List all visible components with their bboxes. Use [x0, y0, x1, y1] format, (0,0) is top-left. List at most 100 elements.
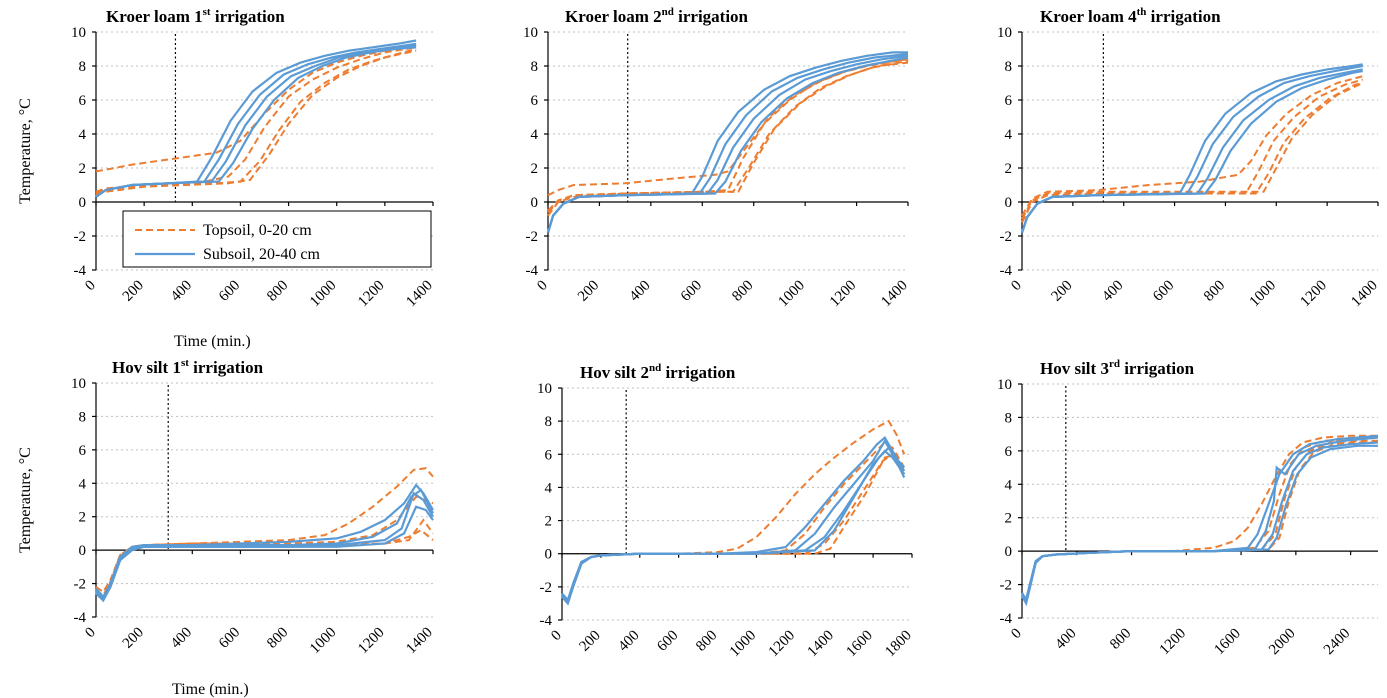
panel-title: Hov silt 2nd irrigation	[580, 362, 736, 382]
x-tick-label: 1000	[1247, 278, 1280, 311]
y-tick-label: 2	[79, 161, 87, 177]
subsoil-series-line	[561, 449, 906, 604]
panel-title: Hov silt 3rd irrigation	[1040, 358, 1195, 378]
panel-title-rest: irrigation	[189, 358, 264, 377]
x-tick-label: 200	[120, 625, 147, 652]
x-tick-label: 0	[1008, 626, 1025, 643]
x-tick-label: 1400	[878, 278, 911, 311]
legend-topsoil-label: Topsoil, 0-20 cm	[203, 222, 312, 239]
x-tick-label: 2400	[1321, 626, 1354, 659]
x-tick-label: 1600	[1211, 626, 1244, 659]
subsoil-series-line	[546, 51, 908, 233]
x-tick-label: 600	[216, 278, 243, 305]
y-tick-label: -4	[74, 610, 87, 626]
y-tick-label: 4	[79, 476, 87, 492]
y-tick-label: 8	[1005, 410, 1013, 426]
subsoil-series-line	[561, 436, 906, 603]
y-tick-label: -2	[526, 229, 539, 245]
topsoil-series-line	[1021, 436, 1379, 606]
y-tick-label: 0	[1005, 195, 1013, 211]
topsoil-series-line	[1021, 441, 1378, 604]
y-tick-label: 2	[531, 161, 539, 177]
y-tick-label: 6	[79, 443, 87, 459]
y-tick-label: 8	[79, 409, 87, 425]
subsoil-series-line	[95, 46, 417, 198]
x-tick-label: 800	[693, 628, 720, 655]
panel-title-rest: irrigation	[1120, 359, 1195, 378]
y-tick-label: 10	[71, 376, 86, 392]
subsoil-series-line	[1021, 434, 1379, 605]
chart-panel-2: -4 -2 0 2 4 6 8 10 0 200 400 600 800 1000 1200 1400 Kroe…	[523, 6, 911, 310]
y-tick-label: 10	[997, 25, 1012, 41]
y-tick-label: 10	[537, 381, 552, 397]
subsoil-series-line	[1021, 441, 1379, 603]
x-tick-label: 800	[264, 278, 291, 305]
x-tick-label: 0	[534, 278, 551, 295]
x-tick-label: 0	[1008, 278, 1025, 295]
x-tick-label: 800	[1107, 626, 1134, 653]
legend-box	[122, 210, 432, 268]
y-tick-label: 0	[79, 195, 87, 211]
y-tick-label: 0	[531, 195, 539, 211]
subsoil-series-line	[1021, 436, 1379, 607]
x-tick-label: 1200	[355, 625, 388, 658]
panel-title-main: Kroer loam 1	[106, 7, 203, 26]
y-tick-label: 0	[79, 543, 87, 559]
y-tick-label: 6	[1005, 93, 1013, 109]
x-tick-label: 800	[264, 625, 291, 652]
y-tick-label: 4	[79, 127, 87, 143]
subsoil-series-line	[95, 505, 434, 603]
subsoil-series-line	[1020, 68, 1363, 233]
x-tick-label: 400	[168, 625, 195, 652]
chart-panel-4: -4 -2 0 2 4 6 8 10 0 200 400 600 800 1000 1200 1400 Hov …	[17, 357, 436, 698]
topsoil-series-line	[561, 443, 906, 606]
subsoil-series-line	[1020, 70, 1363, 233]
panel-title-rest: irrigation	[674, 7, 749, 26]
x-tick-label: 1000	[307, 625, 340, 658]
topsoil-series-line	[547, 59, 909, 213]
legend: Topsoil, 0-20 cm Subsoil, 20-40 cm	[122, 210, 432, 268]
subsoil-series-line	[1021, 444, 1378, 606]
topsoil-series-line	[1021, 82, 1363, 223]
y-tick-label: 4	[531, 127, 539, 143]
y-tick-label: -2	[74, 229, 87, 245]
x-tick-label: 200	[575, 278, 602, 305]
chart-panel-6: -4 -2 0 2 4 6 8 10 0 400 800 1200 1600 2000 2400 Hov si…	[997, 358, 1379, 659]
x-tick-label: 0	[82, 278, 99, 295]
panel-title-superscript: st	[203, 6, 211, 18]
y-tick-label: 8	[79, 59, 87, 75]
subsoil-series-line	[1020, 64, 1363, 233]
topsoil-series-line	[1021, 75, 1363, 217]
topsoil-series-line	[561, 453, 906, 604]
x-tick-label: 600	[1150, 278, 1177, 305]
legend-subsoil-label: Subsoil, 20-40 cm	[203, 246, 320, 263]
topsoil-series-line	[95, 46, 417, 193]
x-axis-label: Time (min.)	[172, 681, 249, 698]
y-tick-label: 2	[79, 510, 87, 526]
topsoil-series-line	[1021, 439, 1378, 603]
y-axis-label: Temperature, °C	[17, 98, 34, 204]
x-tick-label: 200	[1048, 278, 1075, 305]
x-tick-label: 1000	[775, 278, 808, 311]
y-tick-label: 2	[545, 514, 553, 530]
x-tick-label: 600	[216, 625, 243, 652]
chart-panel-5: -4 -2 0 2 4 6 8 10 0 200 400 600 800 1000 1200 1400 1600…	[537, 362, 915, 660]
y-tick-label: -4	[1000, 263, 1013, 279]
y-tick-label: 6	[531, 93, 539, 109]
panel-title-superscript: nd	[662, 6, 674, 18]
subsoil-series-line	[561, 438, 906, 604]
y-tick-label: 2	[1005, 511, 1013, 527]
panel-title-rest: irrigation	[211, 7, 286, 26]
y-tick-label: 6	[1005, 444, 1013, 460]
y-tick-label: 2	[1005, 161, 1013, 177]
topsoil-series-line	[95, 49, 417, 197]
x-tick-label: 400	[615, 628, 642, 655]
x-axis-label: Time (min.)	[174, 333, 251, 350]
y-tick-label: 10	[523, 25, 538, 41]
panel-title-superscript: st	[181, 357, 189, 369]
x-tick-label: 1200	[766, 628, 799, 661]
y-tick-label: -4	[74, 263, 87, 279]
y-tick-label: 8	[545, 414, 553, 430]
x-tick-label: 1600	[843, 628, 876, 661]
